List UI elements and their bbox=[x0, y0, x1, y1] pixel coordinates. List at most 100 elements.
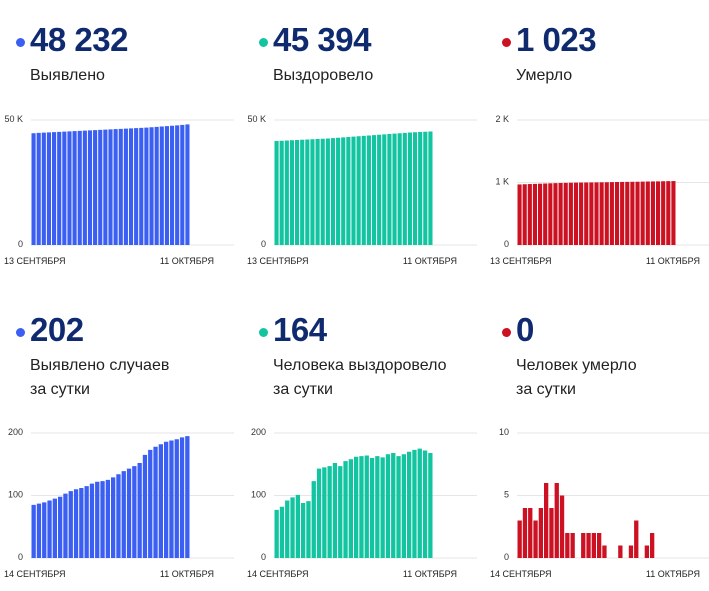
bar bbox=[175, 125, 180, 245]
bar bbox=[36, 503, 42, 558]
bar bbox=[412, 449, 417, 558]
y-tick-label: 100 bbox=[8, 490, 23, 500]
stat-value: 202 bbox=[30, 311, 84, 348]
bar bbox=[371, 135, 377, 245]
y-tick-label: 0 bbox=[504, 239, 509, 249]
bar bbox=[68, 491, 73, 558]
bar bbox=[325, 138, 330, 245]
color-dot-icon bbox=[16, 328, 25, 337]
bar bbox=[538, 508, 543, 558]
stat-label-line: Умерло bbox=[516, 67, 573, 84]
bar bbox=[153, 446, 158, 558]
bar bbox=[279, 506, 285, 558]
bar bbox=[142, 454, 148, 558]
bar bbox=[517, 520, 522, 558]
bar bbox=[544, 483, 549, 558]
bar-chart: 0 100 200 14 СЕНТЯБРЯ 11 ОКТЯБРЯ bbox=[4, 427, 234, 579]
stat-panel-died-total: 1 023 Умерло 0 1 K 2 K 13 СЕНТЯБРЯ 11 ОКТЯБРЯ bbox=[486, 0, 709, 290]
x-start-label: 13 СЕНТЯБРЯ bbox=[247, 256, 309, 266]
bar bbox=[618, 545, 623, 558]
bar bbox=[274, 509, 279, 558]
stat-value: 48 232 bbox=[30, 21, 128, 58]
bar bbox=[532, 183, 538, 245]
bar bbox=[650, 533, 655, 558]
stat-value: 164 bbox=[273, 311, 327, 348]
bar bbox=[522, 508, 528, 558]
bar bbox=[128, 128, 134, 245]
bar bbox=[305, 139, 310, 245]
bar-chart: 0 50 K 13 СЕНТЯБРЯ 11 ОКТЯБРЯ bbox=[247, 114, 477, 266]
stat-panel-detected-daily: 202 Выявлено случаев за сутки 0 100 200 14 СЕН… bbox=[0, 290, 236, 580]
bar bbox=[105, 479, 110, 558]
stat-label: Выявлено bbox=[30, 64, 105, 88]
bar bbox=[322, 467, 327, 558]
bar bbox=[361, 135, 366, 245]
bar bbox=[625, 181, 630, 245]
y-tick-label: 5 bbox=[504, 490, 509, 500]
bar bbox=[330, 138, 336, 245]
bar bbox=[164, 441, 169, 558]
bar bbox=[565, 533, 570, 558]
x-end-label: 11 ОКТЯБРЯ bbox=[160, 569, 214, 579]
y-tick-label: 0 bbox=[18, 552, 23, 562]
bar bbox=[185, 124, 190, 245]
bar bbox=[538, 183, 543, 245]
bar bbox=[42, 502, 47, 558]
bar bbox=[391, 453, 396, 558]
bar bbox=[154, 126, 159, 245]
bar bbox=[568, 182, 573, 245]
bar bbox=[392, 133, 397, 245]
stat-value: 45 394 bbox=[273, 21, 371, 58]
bar bbox=[359, 456, 364, 558]
stat-label-line: Выявлено случаев bbox=[30, 357, 170, 374]
y-tick-label: 0 bbox=[261, 552, 266, 562]
bar bbox=[311, 481, 316, 558]
bar bbox=[563, 182, 568, 245]
bar bbox=[284, 140, 289, 245]
bar bbox=[336, 137, 341, 245]
bar bbox=[295, 494, 300, 558]
bar bbox=[79, 488, 84, 558]
bar bbox=[382, 134, 387, 245]
bar bbox=[549, 508, 554, 558]
x-end-label: 11 ОКТЯБРЯ bbox=[403, 569, 457, 579]
bar-chart: 0 5 10 14 СЕНТЯБРЯ 11 ОКТЯБРЯ bbox=[490, 427, 709, 579]
bar bbox=[584, 182, 589, 245]
bar bbox=[597, 533, 602, 558]
bar bbox=[640, 181, 645, 245]
bar bbox=[401, 454, 406, 558]
bar bbox=[620, 181, 625, 245]
bar bbox=[274, 141, 279, 245]
bar bbox=[62, 131, 67, 245]
bar bbox=[67, 131, 72, 245]
bar bbox=[95, 481, 100, 558]
bar bbox=[589, 182, 594, 245]
bar bbox=[174, 439, 179, 558]
stat-label: Выявлено случаев за сутки bbox=[30, 354, 169, 402]
stat-value: 1 023 bbox=[516, 21, 597, 58]
bar bbox=[126, 468, 132, 558]
bar bbox=[134, 128, 139, 245]
bar bbox=[364, 455, 369, 558]
bar bbox=[320, 138, 325, 245]
bar bbox=[671, 181, 676, 245]
y-tick-label: 200 bbox=[8, 427, 23, 437]
stat-panel-recovered-daily: 164 Человека выздоровело за сутки 0 100 200 14… bbox=[243, 290, 479, 580]
y-tick-label: 200 bbox=[251, 427, 266, 437]
bar bbox=[528, 508, 533, 558]
bar bbox=[46, 132, 52, 245]
bar bbox=[634, 520, 639, 558]
bar bbox=[290, 497, 295, 558]
stat-panel-recovered-total: 45 394 Выздоровело 0 50 K 13 СЕНТЯБРЯ 11 ОКТЯ… bbox=[243, 0, 479, 290]
bar bbox=[301, 503, 306, 558]
bar bbox=[554, 483, 559, 558]
bar bbox=[343, 461, 348, 558]
bar-chart: 0 100 200 14 СЕНТЯБРЯ 11 ОКТЯБРЯ bbox=[247, 427, 477, 579]
bar bbox=[279, 140, 284, 245]
color-dot-icon bbox=[259, 38, 268, 47]
bar bbox=[108, 129, 113, 245]
bar bbox=[594, 182, 599, 245]
bar bbox=[380, 457, 385, 558]
bar bbox=[341, 137, 346, 245]
stat-panel-died-daily: 0 Человек умерло за сутки 0 5 10 14 СЕНТЯБРЯ 11… bbox=[486, 290, 709, 580]
